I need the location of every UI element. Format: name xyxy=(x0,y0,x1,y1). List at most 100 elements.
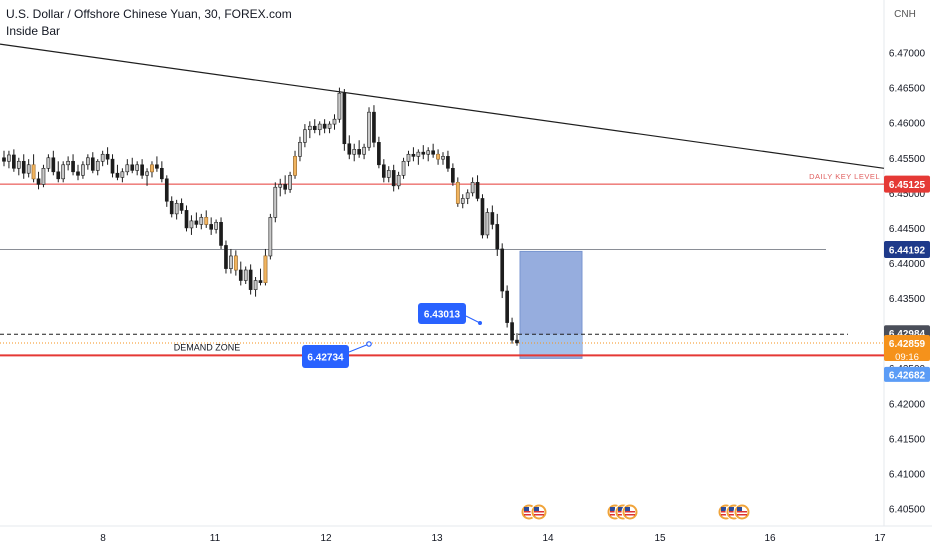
currency-label: CNH xyxy=(894,9,916,20)
price-tag-daily-key[interactable]: 6.45125 xyxy=(884,175,930,193)
candle-body xyxy=(90,157,95,171)
candle xyxy=(2,150,6,167)
price-tag-mid-text: 6.44192 xyxy=(889,246,926,257)
candle-body xyxy=(480,198,485,236)
candle xyxy=(470,177,475,197)
time-tick-label: 11 xyxy=(210,533,221,544)
candle xyxy=(26,159,31,178)
candle-body xyxy=(105,153,110,160)
candle xyxy=(362,143,366,160)
us-event-icon[interactable] xyxy=(530,503,548,521)
position-zone-lower-box[interactable] xyxy=(520,334,582,356)
candle-body xyxy=(337,92,342,120)
candle-body xyxy=(16,160,21,169)
candle-body xyxy=(189,220,194,229)
candle-body xyxy=(174,203,179,215)
candle-body xyxy=(510,322,514,341)
bubble-lower-text: 6.42734 xyxy=(307,353,344,364)
price-tick-label: 6.43500 xyxy=(889,294,926,305)
candle-body xyxy=(130,164,135,171)
candle xyxy=(145,168,149,186)
price-tag-level-low-bg xyxy=(884,366,930,382)
candle-body xyxy=(421,151,426,155)
candle xyxy=(421,145,426,160)
symbol-title[interactable]: U.S. Dollar / Offshore Chinese Yuan, 30,… xyxy=(6,7,292,21)
candle-body xyxy=(372,111,376,143)
candle xyxy=(21,154,26,179)
candle xyxy=(515,333,519,346)
candle xyxy=(396,171,401,190)
candle xyxy=(155,156,159,172)
candle-body xyxy=(21,160,26,174)
candle-body xyxy=(342,92,347,145)
candle-body xyxy=(500,248,505,292)
price-tick-label: 6.44000 xyxy=(889,259,926,270)
candle-body xyxy=(327,123,332,129)
candle-body xyxy=(347,143,352,155)
price-tag-mid-bg xyxy=(884,241,930,259)
candle xyxy=(248,264,253,295)
time-tick-label: 13 xyxy=(431,533,443,544)
price-tag-last[interactable]: 6.42859 09:16 xyxy=(884,335,930,363)
candle xyxy=(160,161,164,183)
price-tag-level-low[interactable]: 6.42682 xyxy=(884,366,930,382)
candle-body xyxy=(258,280,263,283)
candle-body xyxy=(155,164,159,169)
candle xyxy=(174,199,179,220)
us-event-icon[interactable] xyxy=(621,503,639,521)
candle xyxy=(451,163,455,186)
candle-body xyxy=(194,220,199,225)
candle xyxy=(416,149,421,165)
candle xyxy=(367,107,371,151)
event-icon-stripe xyxy=(737,511,747,513)
candle-body xyxy=(199,217,204,225)
bubble-lower-bg xyxy=(302,345,349,368)
us-event-icon[interactable] xyxy=(733,503,751,521)
price-tick-label: 6.46000 xyxy=(889,119,926,130)
bubble-lower[interactable]: 6.42734 xyxy=(302,345,349,368)
candle xyxy=(500,243,505,299)
price-tag-mid[interactable]: 6.44192 xyxy=(884,241,930,259)
candle xyxy=(485,208,490,239)
candle xyxy=(406,150,411,167)
candle-body xyxy=(100,153,105,162)
price-tick-label: 6.47000 xyxy=(889,49,926,60)
candle xyxy=(90,152,95,174)
candle-body xyxy=(386,170,391,178)
price-tag-last-text: 6.42859 xyxy=(889,339,926,350)
candle-body xyxy=(470,182,475,194)
candle xyxy=(194,212,199,228)
candle xyxy=(169,196,174,218)
bubble-upper[interactable]: 6.43013 xyxy=(418,303,466,324)
candle-body xyxy=(381,164,386,178)
candle xyxy=(357,140,361,158)
event-icon-canton xyxy=(610,507,615,511)
candle xyxy=(125,159,130,176)
price-tag-last-subtext: 09:16 xyxy=(895,352,919,363)
inside-bar-highlight xyxy=(293,156,297,176)
trend-line[interactable] xyxy=(0,43,885,169)
time-tick-label: 16 xyxy=(764,533,776,544)
inside-bar-highlight xyxy=(31,164,36,180)
candle-body xyxy=(367,111,371,148)
candle-body xyxy=(317,123,322,131)
candle xyxy=(95,159,100,176)
candle xyxy=(76,164,80,181)
candle-body xyxy=(86,157,90,166)
candle-body xyxy=(396,175,401,187)
candle xyxy=(490,205,495,230)
candle-body xyxy=(56,171,61,180)
candle-body xyxy=(322,123,327,129)
candle-body xyxy=(426,150,431,155)
candle xyxy=(268,213,273,260)
candle-body xyxy=(71,160,75,173)
time-tick-label: 12 xyxy=(320,533,332,544)
candle-body xyxy=(495,224,500,250)
price-tick-label: 6.45000 xyxy=(889,189,926,200)
indicator-name[interactable]: Inside Bar xyxy=(6,24,61,38)
candle xyxy=(105,147,110,165)
candle xyxy=(312,119,317,134)
candle xyxy=(16,157,21,176)
